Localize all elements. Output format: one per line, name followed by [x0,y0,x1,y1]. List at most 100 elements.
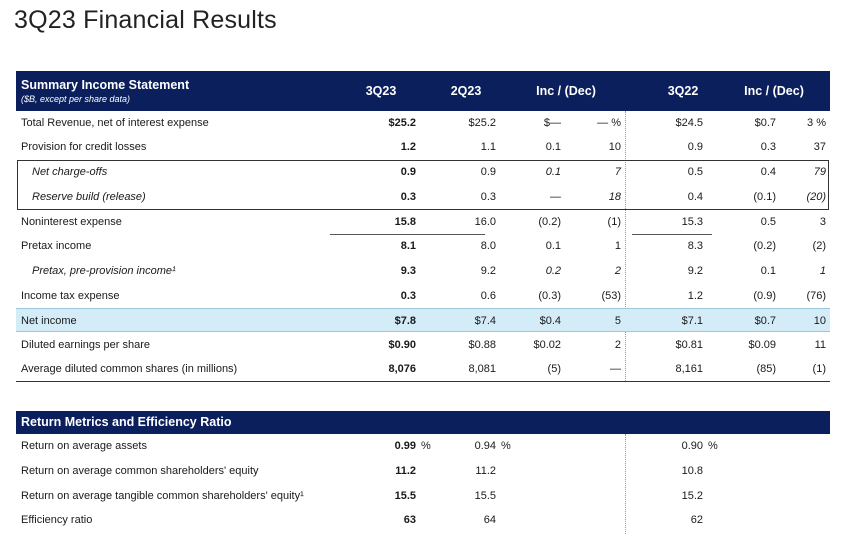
cell-inc-pct-y: (2) [812,240,826,252]
cell-inc-amt-q: 0.1 [545,240,561,252]
unit-3q23: % [421,440,431,452]
row-label: Noninterest expense [21,216,122,228]
cell-inc-amt-y: (0.2) [753,240,776,252]
row-label: Net charge-offs [32,166,108,178]
cell-2q23: 64 [483,514,496,526]
subtotal-rule [632,234,712,235]
cell-2q23: 15.5 [474,490,496,502]
col-header-inc-dec-y: Inc / (Dec) [744,84,804,98]
table-row: Return on average assets 0.99 0.94 0.90%%% [16,434,830,458]
table-row: Noninterest expense 15.8 16.0 (0.2) (1) 15.3 0… [16,210,830,234]
subtotal-rule [330,234,485,235]
summary-header-title: Summary Income Statement [21,78,190,92]
cell-inc-amt-y: 0.1 [760,265,776,277]
cell-2q23: 0.3 [480,191,496,203]
cell-2q23: 0.94 [474,440,496,452]
row-label: Return on average common shareholders' e… [21,465,259,477]
unit-3q22: % [708,440,718,452]
cell-2q23: 9.2 [480,265,496,277]
table-row: Pretax income 8.1 8.0 0.1 1 8.3 (0.2) (2) [16,234,830,258]
cell-inc-pct-q: 2 [614,339,621,351]
summary-header-bar: Summary Income Statement ($B, except per… [16,71,830,111]
cell-2q23: 1.1 [480,141,496,153]
cell-inc-amt-y: 0.3 [760,141,776,153]
cell-3q23: 1.2 [400,141,416,153]
table-row: Provision for credit losses 1.2 1.1 0.1 10 0.… [16,135,830,159]
cell-3q22: 15.2 [681,490,703,502]
cell-3q22: 0.4 [687,191,703,203]
cell-3q22: 8.3 [687,240,703,252]
row-label: Pretax, pre-provision income¹ [32,265,176,277]
table-row: Reserve build (release) 0.3 0.3 — 18 0.4 (0.1)… [16,185,830,209]
cell-inc-pct-y: 11 [814,339,826,351]
cell-inc-pct-y: 10 [813,315,826,327]
cell-2q23: 16.0 [474,216,496,228]
cell-3q22: 0.9 [687,141,703,153]
cell-inc-amt-y: (0.1) [753,191,776,203]
cell-inc-amt-q: (0.2) [538,216,561,228]
table-bottom-rule [16,381,830,382]
cell-3q23: 63 [403,514,416,526]
cell-inc-pct-y: 37 [813,141,826,153]
cell-inc-pct-q: — % [597,117,621,129]
table-row: Net charge-offs 0.9 0.9 0.1 7 0.5 0.4 79 [16,160,830,184]
cell-inc-amt-q: (5) [547,363,561,375]
table-row: Average diluted common shares (in millio… [16,357,830,381]
cell-3q23: $7.8 [394,315,416,327]
row-label: Return on average assets [21,440,147,452]
table-row: Pretax, pre-provision income¹ 9.3 9.2 0.2 2 9… [16,259,830,283]
cell-3q23: $25.2 [388,117,416,129]
cell-inc-amt-y: $0.7 [754,117,776,129]
cell-3q23: 15.8 [394,216,416,228]
col-header-inc-dec-q: Inc / (Dec) [536,84,596,98]
cell-3q22: $7.1 [681,315,703,327]
cell-3q23: 8.1 [400,240,416,252]
table-row: Efficiency ratio 63 64 62 [16,508,830,532]
cell-inc-amt-y: $0.7 [754,315,776,327]
cell-inc-pct-q: 18 [608,191,621,203]
cell-inc-amt-q: $— [543,117,561,129]
cell-2q23: $7.4 [474,315,496,327]
col-header-3q23: 3Q23 [365,84,397,98]
cell-inc-pct-q: 7 [614,166,621,178]
cell-inc-pct-q: (53) [601,290,621,302]
unit-2q23: % [501,440,511,452]
cell-inc-amt-q: $0.02 [533,339,561,351]
cell-2q23: 0.6 [480,290,496,302]
cell-inc-amt-y: 0.4 [760,166,776,178]
row-label: Efficiency ratio [21,514,93,526]
cell-inc-pct-y: 3 [819,216,826,228]
row-label: Provision for credit losses [21,141,147,153]
cell-inc-amt-q: 0.1 [545,141,561,153]
cell-inc-amt-q: $0.4 [539,315,561,327]
cell-3q22: 0.90 [681,440,703,452]
table-row: Net income $7.8 $7.4 $0.4 5 $7.1 $0.7 10 [16,308,830,332]
cell-3q22: 10.8 [681,465,703,477]
cell-3q23: 0.3 [400,191,416,203]
cell-2q23: 0.9 [480,166,496,178]
cell-inc-amt-q: 0.2 [545,265,561,277]
cell-3q22: $24.5 [675,117,703,129]
cell-2q23: $25.2 [468,117,496,129]
column-divider [625,111,626,381]
cell-inc-amt-y: (0.9) [753,290,776,302]
col-header-3q22: 3Q22 [667,84,699,98]
cell-3q22: 9.2 [687,265,703,277]
cell-3q22: 0.5 [687,166,703,178]
cell-inc-pct-y: 1 [819,265,826,277]
table-row: Return on average tangible common shareh… [16,484,830,508]
cell-inc-pct-y: 3 % [807,117,826,129]
row-label: Pretax income [21,240,92,252]
cell-inc-pct-y: (76) [806,290,826,302]
cell-3q22: 8,161 [675,363,703,375]
col-header-2q23: 2Q23 [450,84,482,98]
cell-inc-amt-y: $0.09 [748,339,776,351]
row-label: Diluted earnings per share [21,339,151,351]
cell-2q23: 11.2 [475,465,496,477]
cell-inc-pct-q: 1 [614,240,621,252]
cell-inc-amt-y: (85) [756,363,776,375]
cell-inc-pct-q: 10 [608,141,621,153]
cell-inc-pct-q: 5 [614,315,621,327]
cell-inc-pct-y: 79 [813,166,826,178]
cell-inc-pct-y: (20) [806,191,826,203]
